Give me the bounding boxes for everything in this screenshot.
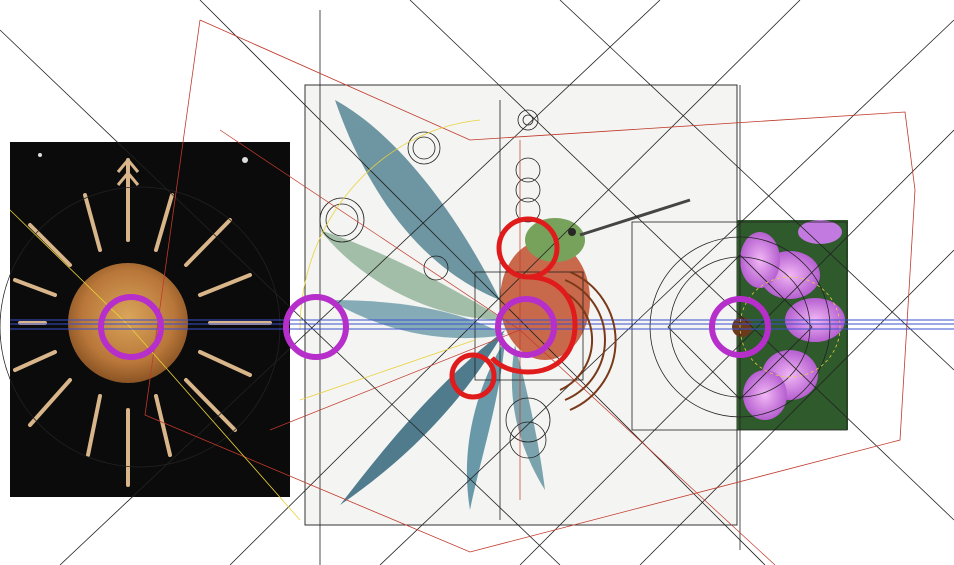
flower-image — [732, 220, 848, 430]
yellow-guides — [9, 119, 841, 521]
red-circles — [449, 216, 578, 400]
purple-circles — [98, 294, 771, 360]
brown-arcs — [559, 271, 617, 411]
horizontal-axis — [10, 319, 954, 330]
red-outline — [144, 19, 916, 553]
hummingbird-image — [320, 100, 691, 510]
